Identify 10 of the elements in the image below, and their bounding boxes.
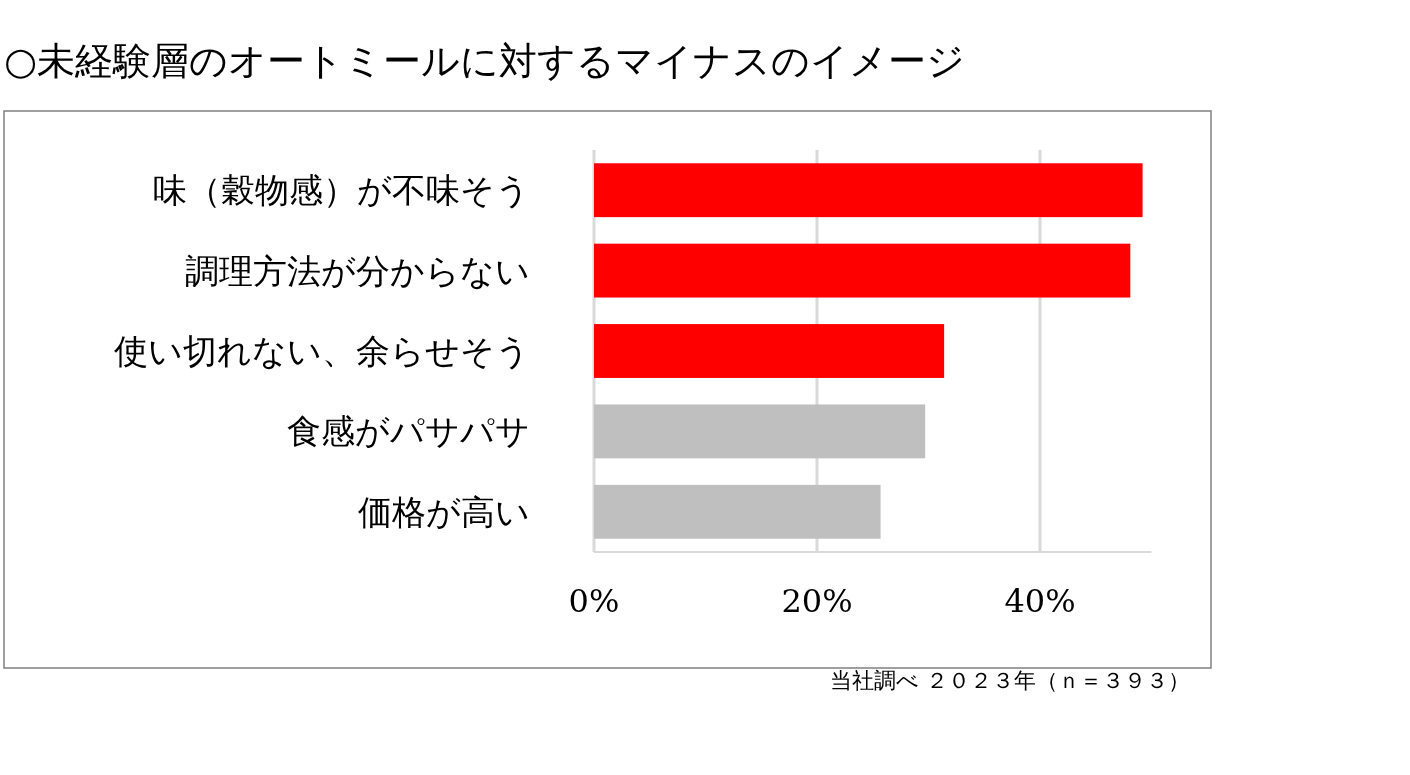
title: ○未経験層のオートミールに対するマイナスのイメージ: [4, 39, 966, 83]
y-tick-label: 価格が高い: [358, 491, 530, 532]
y-tick-label: 味（穀物感）が不味そう: [153, 170, 530, 211]
y-tick-label: 調理方法が分からない: [185, 250, 530, 291]
x-tick-label: 0%: [568, 582, 620, 620]
x-tick-label: 40%: [1004, 582, 1076, 620]
y-tick-label: 使い切れない、余らせそう: [114, 331, 530, 371]
text: 当社調べ ２０２３年（ｎ＝３９３）: [830, 668, 1190, 693]
x-tick-label: 20%: [781, 582, 853, 620]
y-tick-label: 食感がパサパサ: [287, 411, 530, 452]
